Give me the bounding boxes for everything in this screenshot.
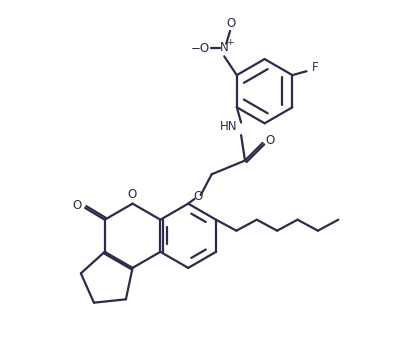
- Text: +: +: [226, 38, 233, 47]
- Text: O: O: [226, 17, 236, 29]
- Text: O: O: [72, 200, 81, 212]
- Text: F: F: [312, 61, 318, 74]
- Text: −O: −O: [190, 42, 209, 55]
- Text: O: O: [193, 190, 203, 203]
- Text: O: O: [266, 135, 275, 148]
- Text: N: N: [220, 41, 228, 54]
- Text: HN: HN: [220, 120, 237, 133]
- Text: O: O: [127, 188, 136, 201]
